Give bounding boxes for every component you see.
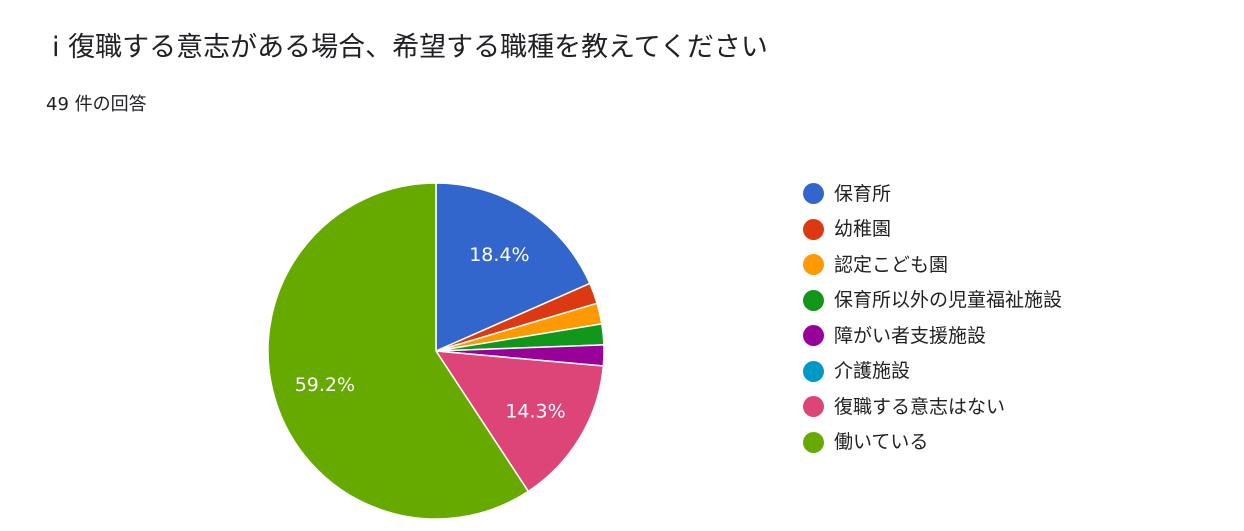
legend-label: 障がい者支援施設 (834, 324, 987, 347)
legend-swatch (803, 325, 824, 347)
response-count: 49 件の回答 (46, 94, 147, 115)
pie-slice-1[interactable] (435, 182, 591, 352)
slice-value-label-7: 14.3% (505, 401, 565, 423)
legend-swatch (803, 360, 824, 382)
pie-slice-7[interactable] (435, 350, 605, 493)
question-title: i 復職する意志がある場合、希望する職種を教えてください (52, 32, 768, 63)
legend-label: 認定こども園 (834, 253, 949, 276)
legend-item-6[interactable]: 介護施設 (803, 354, 1062, 390)
legend-label: 保育所以外の児童福祉施設 (834, 289, 1063, 312)
legend-swatch (803, 254, 824, 276)
slice-value-label-8: 59.2% (295, 374, 355, 396)
legend-item-1[interactable]: 保育所 (803, 176, 1062, 212)
slice-value-label-1: 18.4% (469, 244, 529, 266)
legend-item-5[interactable]: 障がい者支援施設 (803, 318, 1062, 354)
legend-swatch (803, 218, 824, 240)
legend-label: 保育所 (834, 182, 892, 205)
legend-item-7[interactable]: 復職する意志はない (803, 389, 1062, 425)
legend-swatch (803, 431, 824, 453)
legend-item-8[interactable]: 働いている (803, 425, 1062, 461)
pie-slice-8[interactable] (267, 182, 530, 520)
legend-item-2[interactable]: 幼稚園 (803, 212, 1062, 248)
legend-swatch (803, 289, 824, 311)
legend-label: 働いている (834, 431, 929, 454)
legend-label: 復職する意志はない (834, 395, 1006, 418)
legend-label: 介護施設 (834, 360, 911, 383)
legend-swatch (803, 396, 824, 418)
legend-label: 幼稚園 (834, 218, 892, 241)
legend-swatch (803, 183, 824, 205)
legend-item-3[interactable]: 認定こども園 (803, 247, 1062, 283)
chart-legend: 保育所幼稚園認定こども園保育所以外の児童福祉施設 障がい者支援施設 介護施設復職する… (803, 176, 1062, 460)
legend-item-4[interactable]: 保育所以外の児童福祉施設 (803, 283, 1062, 319)
